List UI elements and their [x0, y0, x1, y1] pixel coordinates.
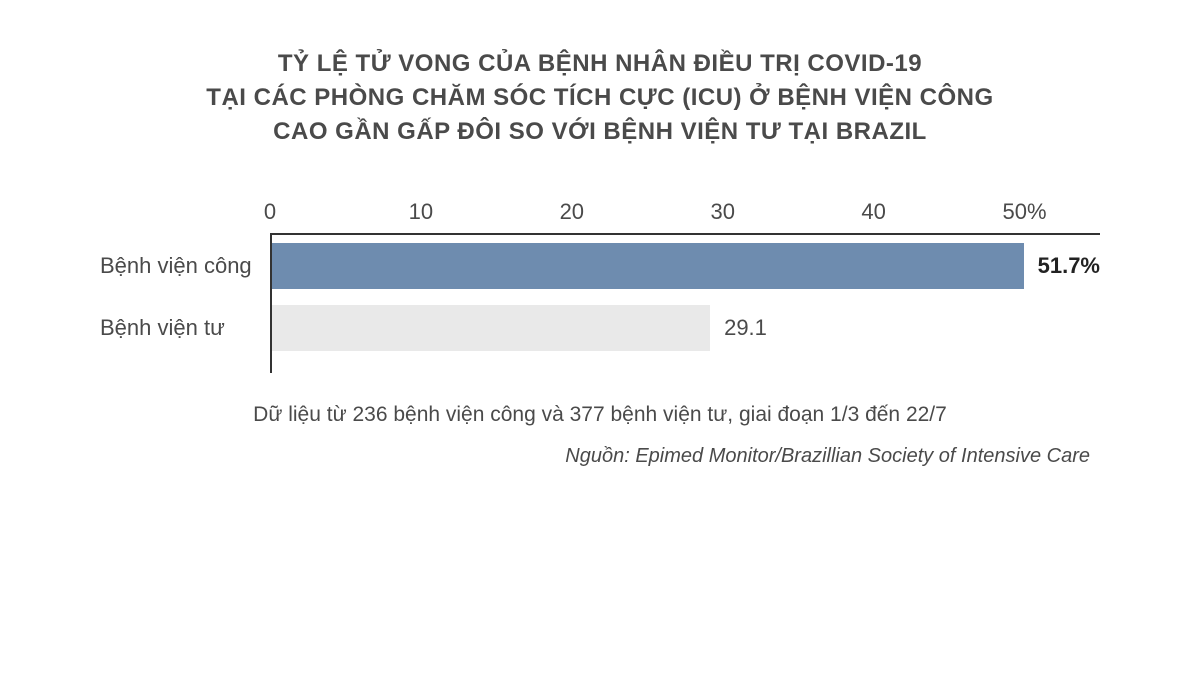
x-tick: 20: [560, 199, 584, 225]
x-tick: 10: [409, 199, 433, 225]
title-line-2: TẠI CÁC PHÒNG CHĂM SÓC TÍCH CỰC (ICU) Ở …: [60, 84, 1140, 112]
x-tick: 0: [264, 199, 276, 225]
bar-value-label: 29.1: [724, 315, 767, 341]
source-attribution: Nguồn: Epimed Monitor/Brazillian Society…: [60, 445, 1140, 468]
bar-value-label: 51.7%: [1038, 253, 1100, 279]
bar: [272, 305, 710, 351]
data-note: Dữ liệu từ 236 bệnh viện công và 377 bện…: [60, 403, 1140, 427]
bar-row: 51.7%: [272, 235, 1100, 297]
chart-title: TỶ LỆ TỬ VONG CỦA BỆNH NHÂN ĐIỀU TRỊ COV…: [60, 50, 1140, 146]
category-label: Bệnh viện tư: [100, 297, 258, 359]
x-axis: 01020304050%: [270, 191, 1100, 235]
title-line-3: CAO GẦN GẤP ĐÔI SO VỚI BỆNH VIỆN TƯ TẠI …: [60, 118, 1140, 146]
bar-chart: Bệnh viện côngBệnh viện tư 01020304050% …: [100, 191, 1100, 373]
bars-area: 51.7% 29.1: [270, 235, 1100, 373]
title-line-1: TỶ LỆ TỬ VONG CỦA BỆNH NHÂN ĐIỀU TRỊ COV…: [60, 50, 1140, 78]
chart-container: Bệnh viện côngBệnh viện tư 01020304050% …: [100, 191, 1100, 373]
plot-area: 01020304050% 51.7%29.1: [270, 191, 1100, 373]
y-axis-spacer: [100, 191, 258, 235]
x-tick: 40: [861, 199, 885, 225]
category-axis: Bệnh viện côngBệnh viện tư: [100, 191, 270, 373]
bar-row: 29.1: [272, 297, 1100, 359]
x-tick: 50%: [1003, 199, 1047, 225]
bar: [272, 243, 1024, 289]
x-tick: 30: [710, 199, 734, 225]
category-label: Bệnh viện công: [100, 235, 258, 297]
